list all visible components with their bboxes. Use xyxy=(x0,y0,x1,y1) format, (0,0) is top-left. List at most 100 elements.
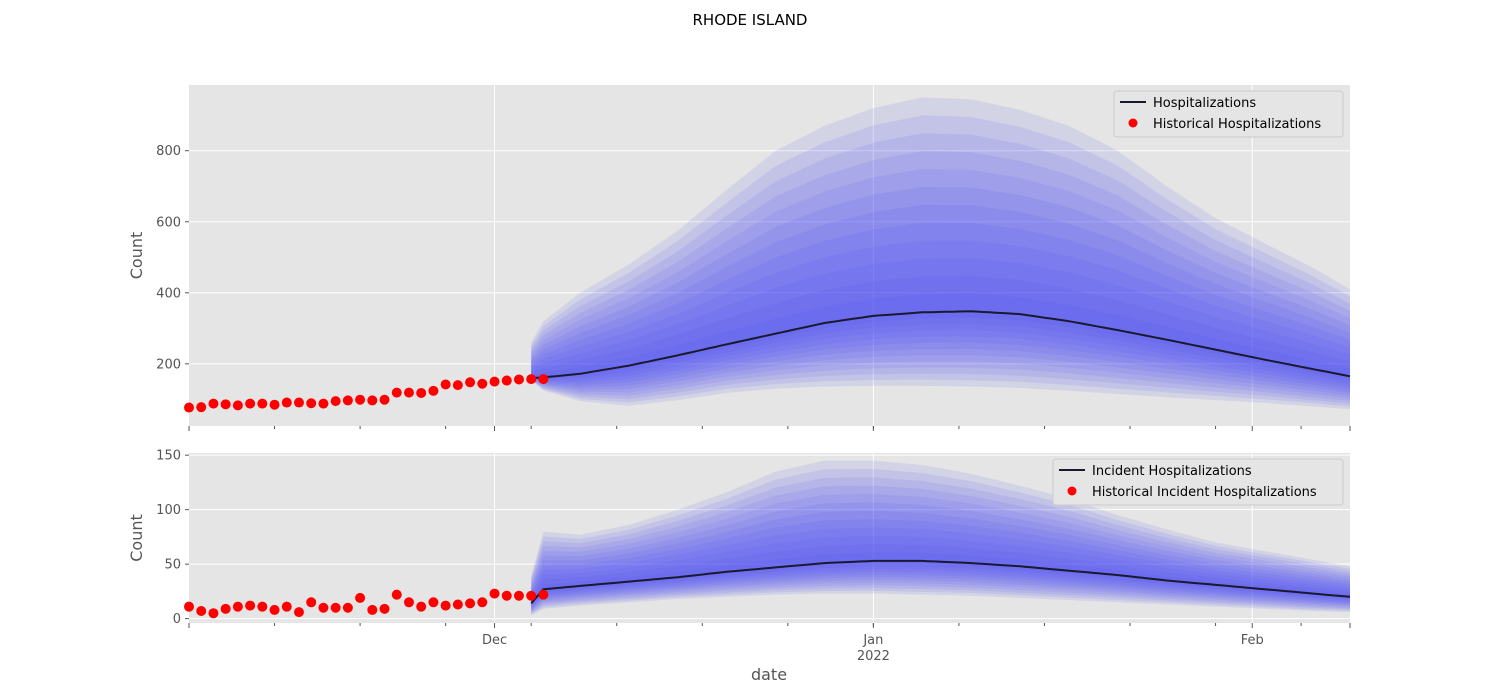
historical-point xyxy=(477,597,488,608)
historical-point xyxy=(208,608,219,619)
historical-point xyxy=(526,590,537,601)
forecast-band xyxy=(531,204,1350,393)
historical-point xyxy=(184,402,194,413)
historical-point xyxy=(416,601,427,612)
forecast-band xyxy=(531,115,1350,407)
y-axis-label: Count xyxy=(127,232,146,280)
historical-point xyxy=(538,589,549,600)
historical-point xyxy=(281,601,292,612)
historical-point xyxy=(318,602,329,613)
historical-point xyxy=(342,602,353,613)
forecast-band xyxy=(531,485,1350,613)
historical-point xyxy=(489,376,500,387)
legend-box xyxy=(1052,458,1344,506)
forecast-band xyxy=(531,240,1350,388)
historical-point xyxy=(330,396,341,407)
forecast-band xyxy=(531,502,1350,611)
historical-point xyxy=(416,387,427,398)
x-tick-label: Feb xyxy=(1241,633,1264,648)
forecast-band xyxy=(531,477,1350,614)
legend-box xyxy=(1113,90,1344,138)
historical-point xyxy=(501,375,512,386)
historical-point xyxy=(330,602,341,613)
forecast-band xyxy=(531,460,1350,616)
historical-point xyxy=(355,394,366,405)
historical-point xyxy=(269,604,280,615)
y-tick-label: 50 xyxy=(164,558,181,573)
median-line xyxy=(531,310,1351,379)
historical-point xyxy=(526,374,537,385)
historical-point xyxy=(232,400,243,411)
historical-point xyxy=(379,603,390,614)
forecast-band xyxy=(531,187,1350,396)
y-axis-label: Count xyxy=(127,514,146,562)
historical-point xyxy=(293,607,304,618)
historical-point xyxy=(538,374,549,385)
historical-point xyxy=(196,402,207,413)
forecast-band xyxy=(531,527,1350,608)
historical-point xyxy=(489,588,500,599)
historical-point xyxy=(245,600,256,611)
historical-point xyxy=(306,398,317,409)
legend-label: Historical Hospitalizations xyxy=(1153,117,1321,132)
historical-point xyxy=(403,387,414,398)
forecast-band xyxy=(531,293,1350,379)
legend-label: Historical Incident Hospitalizations xyxy=(1092,485,1317,500)
historical-point xyxy=(318,398,329,409)
subplot-1: 200 400 600 800 Count Hospitalizations Histori… xyxy=(127,85,1351,431)
historical-point xyxy=(391,589,402,600)
subplots: 200 400 600 800 Count Hospitalizations Histori… xyxy=(127,85,1351,664)
forecast-band xyxy=(531,519,1350,609)
historical-point xyxy=(355,592,366,603)
historical-point xyxy=(428,597,439,608)
forecast-band xyxy=(531,494,1350,612)
historical-point xyxy=(379,394,390,405)
historical-point xyxy=(440,600,451,611)
forecast-band xyxy=(531,535,1350,607)
figure-title: RHODE ISLAND xyxy=(693,11,808,29)
legend: Hospitalizations Historical Hospitalizati… xyxy=(1113,90,1344,138)
historical-point xyxy=(293,397,304,408)
historical-point xyxy=(257,601,268,612)
forecast-band xyxy=(531,169,1350,399)
forecast-band xyxy=(531,510,1350,610)
forecast-band xyxy=(531,544,1350,606)
historical-point xyxy=(208,398,219,409)
historical-point xyxy=(391,387,402,398)
legend-point-swatch xyxy=(1067,486,1077,496)
x-tick-label: Dec xyxy=(482,633,507,648)
historical-point xyxy=(428,385,439,396)
forecast-band xyxy=(531,552,1350,605)
forecast-band xyxy=(531,258,1350,385)
historical-point xyxy=(269,399,280,410)
historical-point xyxy=(245,398,256,409)
historical-point xyxy=(513,590,524,601)
legend-point-swatch xyxy=(1128,118,1138,128)
median-line xyxy=(530,559,1351,605)
y-tick-label: 800 xyxy=(156,144,181,159)
x-tick-sublabel: 2022 xyxy=(857,649,890,664)
historical-point xyxy=(440,379,451,390)
legend-label: Incident Hospitalizations xyxy=(1092,464,1252,479)
y-tick-label: 100 xyxy=(156,503,181,518)
historical-point xyxy=(403,597,414,608)
legend-label: Hospitalizations xyxy=(1153,96,1256,111)
historical-point xyxy=(465,377,476,388)
legend: Incident Hospitalizations Historical Inci… xyxy=(1052,458,1344,506)
historical-point xyxy=(232,601,243,612)
historical-point xyxy=(367,604,378,615)
plot-background xyxy=(189,85,1350,426)
historical-point xyxy=(257,398,268,409)
y-tick-label: 0 xyxy=(173,612,181,627)
forecast-band xyxy=(531,222,1350,390)
historical-point xyxy=(220,603,231,614)
historical-point xyxy=(452,380,463,391)
historical-point xyxy=(477,378,488,389)
y-tick-label: 400 xyxy=(156,286,181,301)
x-tick-label: Jan xyxy=(862,633,883,648)
historical-point xyxy=(501,590,512,601)
y-tick-label: 150 xyxy=(156,449,181,464)
historical-point xyxy=(465,598,476,609)
historical-point xyxy=(513,374,524,385)
